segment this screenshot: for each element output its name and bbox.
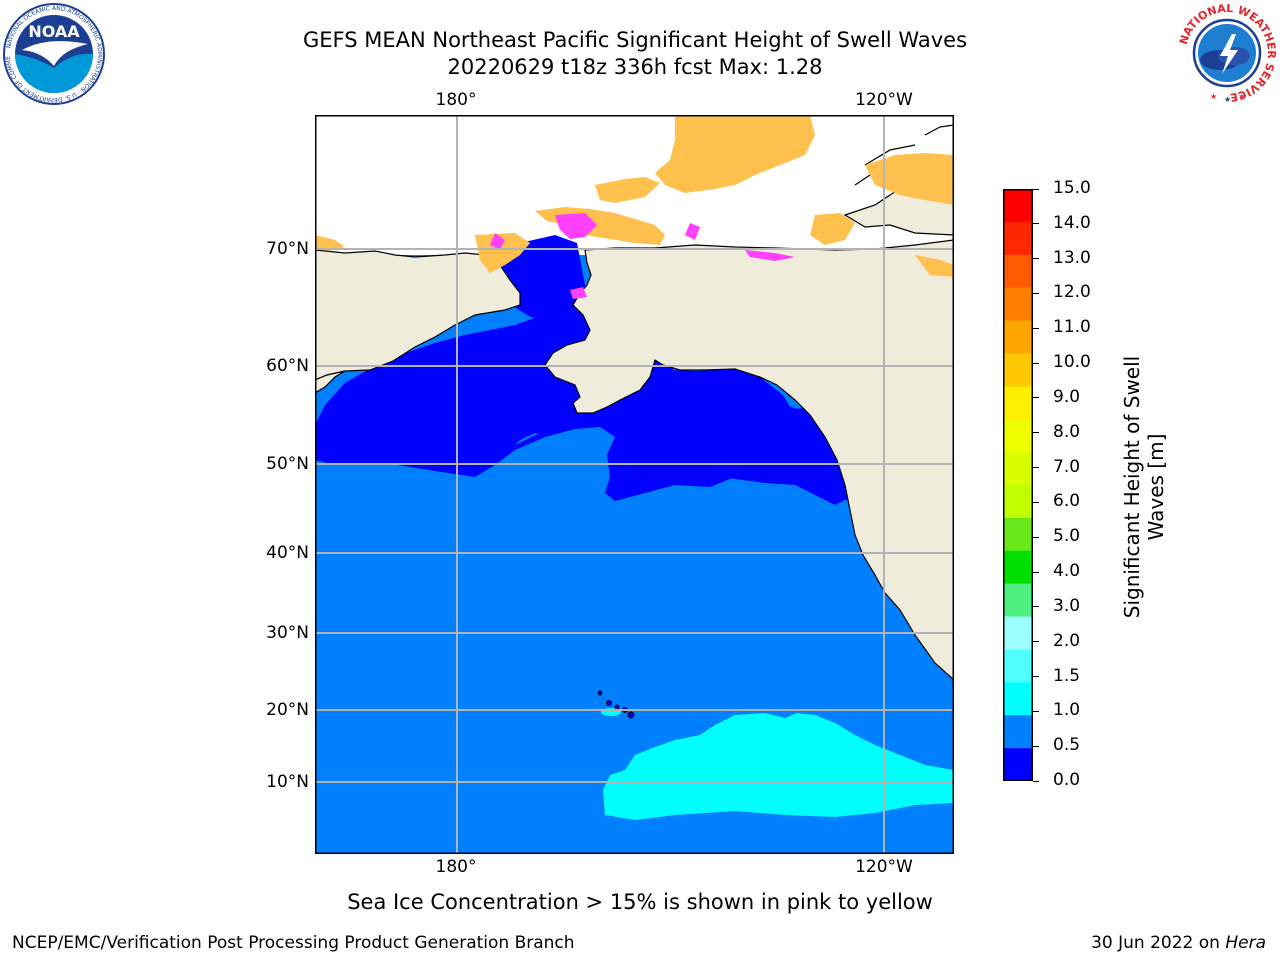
colorbar-tick-mark <box>1033 432 1039 434</box>
footer-machine: Hera <box>1225 933 1266 953</box>
colorbar-swatch <box>1003 715 1033 749</box>
colorbar-tick-mark <box>1033 397 1039 399</box>
colorbar-tick-label: 7.0 <box>1053 456 1081 477</box>
colorbar-swatch <box>1003 649 1033 683</box>
colorbar-tick-mark <box>1033 188 1039 190</box>
lat-label-20n: 20°N <box>266 700 309 720</box>
colorbar-tick-label: 1.0 <box>1053 700 1081 721</box>
chart-title-line1: GEFS MEAN Northeast Pacific Significant … <box>302 28 968 52</box>
land-alaska-canada <box>544 239 954 854</box>
colorbar-tick-label: 13.0 <box>1053 247 1091 268</box>
colorbar-tick-label: 0.0 <box>1053 770 1081 790</box>
colorbar-swatch <box>1003 221 1033 256</box>
colorbar-tick-mark <box>1033 745 1039 747</box>
lat-label-50n: 50°N <box>266 454 309 474</box>
nws-logo: NATIONAL WEATHER SERVICE ★ ★ ★ <box>1176 2 1278 104</box>
colorbar-tick-label: 2.0 <box>1053 630 1081 651</box>
colorbar-swatch <box>1003 386 1033 420</box>
svg-text:★: ★ <box>1224 95 1231 104</box>
colorbar-swatch <box>1003 485 1033 519</box>
colorbar-title-line1: Significant Height of Swell <box>1120 355 1144 619</box>
colorbar-title: Significant Height of Swell Waves [m] <box>1120 337 1170 637</box>
colorbar-swatch <box>1003 353 1033 387</box>
colorbar-tick-label: 3.0 <box>1053 595 1081 616</box>
sea-ice-region <box>655 115 815 193</box>
colorbar-tick-label: 5.0 <box>1053 526 1081 547</box>
colorbar-frame <box>1003 189 1033 781</box>
sea-ice-edge <box>555 213 597 239</box>
colorbar-swatch <box>1003 419 1033 453</box>
map-canvas <box>315 115 954 854</box>
colorbar-tick-label: 8.0 <box>1053 421 1081 442</box>
cyan-swell-region <box>603 713 954 820</box>
colorbar-tick-mark <box>1033 501 1039 503</box>
lon-label-bottom-120w: 120°W <box>855 857 913 877</box>
graticule <box>315 115 954 854</box>
colorbar-swatches <box>1003 189 1033 782</box>
colorbar-swatch <box>1003 583 1033 618</box>
colorbar-swatch <box>1003 748 1033 782</box>
colorbar-swatch <box>1003 189 1033 223</box>
lon-label-top-120w: 120°W <box>855 90 913 110</box>
map-panel <box>315 115 954 854</box>
lat-label-10n: 10°N <box>266 772 309 792</box>
colorbar-tick-label: 0.5 <box>1053 735 1081 756</box>
colorbar-tick-mark <box>1033 606 1039 608</box>
colorbar-tick-mark <box>1033 676 1039 678</box>
colorbar-title-line2: Waves [m] <box>1144 433 1168 541</box>
colorbar-tick-mark <box>1033 292 1039 294</box>
sea-ice-caption: Sea Ice Concentration > 15% is shown in … <box>347 890 933 914</box>
chart-title-line2: 20220629 t18z 336h fcst Max: 1.28 <box>447 55 823 79</box>
colorbar-tick-mark <box>1033 641 1039 643</box>
colorbar-tick-label: 10.0 <box>1053 352 1091 373</box>
colorbar-tick-mark <box>1033 710 1039 712</box>
colorbar-swatch <box>1003 682 1033 716</box>
noaa-logo: NATIONAL OCEANIC AND ATMOSPHERIC ADMINIS… <box>0 0 106 106</box>
colorbar-tick-mark <box>1033 258 1039 260</box>
svg-text:★: ★ <box>1238 92 1245 101</box>
colorbar-swatch <box>1003 517 1033 552</box>
colorbar-tick-mark <box>1033 467 1039 469</box>
lon-label-bottom-180: 180° <box>435 857 477 877</box>
lon-label-top-180: 180° <box>435 90 477 110</box>
colorbar <box>1003 189 1033 782</box>
colorbar-tick-label: 1.5 <box>1053 665 1081 686</box>
colorbar-tick-mark <box>1033 780 1039 782</box>
colorbar-tick-label: 12.0 <box>1053 282 1091 303</box>
colorbar-swatch <box>1003 320 1033 354</box>
map-frame <box>315 115 954 854</box>
footer-date-text: 30 Jun 2022 on <box>1091 933 1226 953</box>
colorbar-tick-label: 9.0 <box>1053 386 1081 407</box>
colorbar-tick-mark <box>1033 327 1039 329</box>
lat-label-30n: 30°N <box>266 623 309 643</box>
colorbar-tick-mark <box>1033 223 1039 225</box>
lat-label-40n: 40°N <box>266 543 309 563</box>
noaa-wordmark: NOAA <box>28 22 80 41</box>
footer-branch: NCEP/EMC/Verification Post Processing Pr… <box>12 933 575 953</box>
colorbar-swatch <box>1003 550 1033 585</box>
lat-label-70n: 70°N <box>266 239 309 259</box>
colorbar-swatch <box>1003 616 1033 650</box>
colorbar-tick-label: 14.0 <box>1053 212 1091 233</box>
colorbar-tick-label: 4.0 <box>1053 561 1081 582</box>
footer-date: 30 Jun 2022 on Hera <box>1091 933 1266 953</box>
colorbar-tick-label: 6.0 <box>1053 491 1081 512</box>
colorbar-tick-mark <box>1033 362 1039 364</box>
colorbar-tick-mark <box>1033 536 1039 538</box>
colorbar-swatch <box>1003 287 1033 322</box>
lat-label-60n: 60°N <box>266 356 309 376</box>
colorbar-swatch <box>1003 452 1033 486</box>
colorbar-tick-label: 15.0 <box>1053 178 1091 198</box>
hawaiian-islands <box>597 690 635 719</box>
colorbar-tick-mark <box>1033 571 1039 573</box>
colorbar-tick-label: 11.0 <box>1053 317 1091 338</box>
svg-text:★: ★ <box>1210 92 1217 101</box>
colorbar-swatch <box>1003 254 1033 289</box>
